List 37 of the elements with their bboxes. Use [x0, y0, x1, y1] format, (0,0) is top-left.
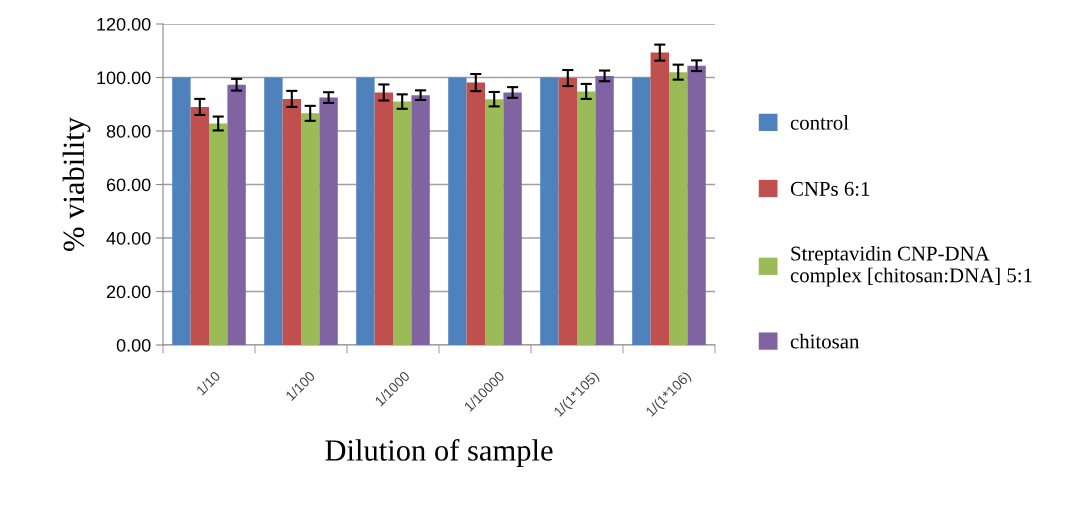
- bar: [466, 82, 485, 345]
- bar: [595, 75, 614, 345]
- bar: [485, 99, 504, 345]
- bar: [540, 77, 559, 345]
- bar: [558, 78, 577, 345]
- bar: [301, 113, 320, 345]
- bar: [356, 77, 375, 345]
- bar: [190, 106, 209, 345]
- legend-label: control: [790, 115, 849, 130]
- bar: [172, 77, 191, 345]
- bar: [632, 77, 651, 345]
- bar: [577, 91, 596, 345]
- bar: [282, 98, 301, 345]
- bar: [503, 92, 522, 345]
- bar: [319, 97, 338, 345]
- legend-label: CNPs 6:1: [790, 181, 870, 196]
- x-axis-title: Dilution of sample: [325, 439, 553, 468]
- bar: [264, 77, 283, 345]
- legend-label: chitosan: [790, 333, 860, 349]
- bar: [448, 77, 467, 345]
- bar: [411, 95, 430, 345]
- legend-label: Streptavidin CNP-DNA complex [chitosan:DNA] 5:1: [790, 245, 1032, 287]
- y-tick-label: 20.00: [106, 285, 151, 299]
- bar: [227, 84, 246, 345]
- y-tick-label: 40.00: [106, 231, 151, 245]
- bar: [374, 92, 393, 345]
- y-tick-label: 120.00: [97, 17, 151, 31]
- bar: [209, 123, 228, 345]
- bar: [393, 101, 412, 345]
- y-tick-label: 60.00: [106, 178, 151, 192]
- y-axis-title: % viability: [62, 117, 91, 251]
- y-tick-label: 0.00: [116, 338, 151, 352]
- bar: [669, 72, 688, 345]
- y-tick-label: 100.00: [97, 71, 151, 85]
- y-tick-label: 80.00: [106, 124, 151, 138]
- bar: [650, 52, 669, 345]
- bar: [687, 65, 706, 345]
